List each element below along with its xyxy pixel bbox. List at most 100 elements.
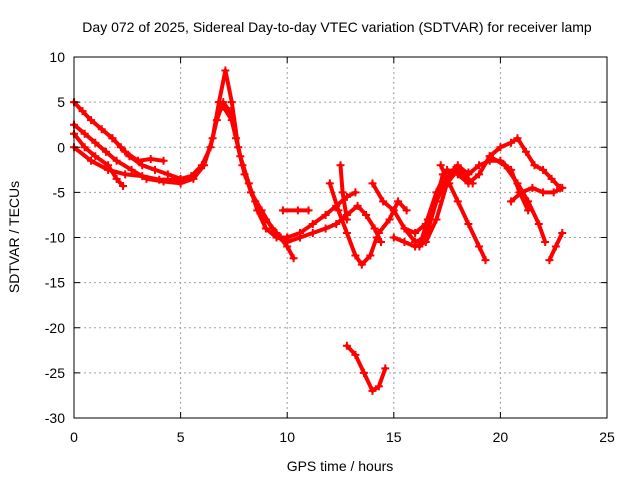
- data-point: [351, 350, 360, 359]
- data-point: [289, 254, 298, 263]
- data-point: [421, 238, 430, 247]
- y-tick-label: 5: [57, 94, 65, 110]
- data-point: [379, 197, 388, 206]
- data-point: [321, 210, 330, 219]
- data-point: [261, 224, 270, 233]
- data-point: [400, 224, 409, 233]
- data-point: [513, 179, 522, 188]
- data-point: [227, 98, 236, 107]
- data-point: [528, 183, 537, 192]
- y-tick-label: -5: [53, 184, 66, 200]
- y-tick-label: 0: [57, 139, 65, 155]
- data-point: [464, 219, 473, 228]
- data-point: [421, 219, 430, 228]
- data-point: [464, 170, 473, 179]
- data-point: [534, 219, 543, 228]
- data-point: [453, 197, 462, 206]
- data-point: [453, 170, 462, 179]
- data-point: [351, 188, 360, 197]
- data-point: [101, 147, 110, 156]
- data-point: [551, 242, 560, 251]
- data-point: [283, 238, 292, 247]
- data-point: [357, 260, 366, 269]
- data-point: [464, 179, 473, 188]
- data-point: [334, 206, 343, 215]
- data-point: [295, 233, 304, 242]
- x-tick-label: 10: [279, 429, 295, 445]
- series-trace: [487, 154, 548, 244]
- chart-title: Day 072 of 2025, Sidereal Day-to-day VTE…: [82, 19, 592, 35]
- series-track-19: [507, 183, 567, 206]
- data-point: [541, 238, 550, 247]
- data-point: [104, 165, 113, 174]
- y-tick-label: 10: [49, 49, 65, 65]
- data-point: [370, 224, 379, 233]
- data-point: [507, 197, 516, 206]
- data-point: [389, 233, 398, 242]
- series-trace: [72, 131, 125, 189]
- data-point: [475, 170, 484, 179]
- series-track-10: [325, 179, 381, 269]
- data-point: [332, 219, 341, 228]
- data-point: [385, 215, 394, 224]
- data-point: [432, 188, 441, 197]
- data-point: [80, 143, 89, 152]
- y-axis-label: SDTVAR / TECUs: [6, 181, 22, 293]
- data-point: [321, 224, 330, 233]
- data-point: [214, 98, 223, 107]
- x-axis-label: GPS time / hours: [287, 458, 394, 474]
- data-point: [221, 66, 230, 75]
- x-tick-label: 0: [70, 429, 78, 445]
- data-point: [308, 228, 317, 237]
- series-trace: [438, 163, 488, 263]
- data-point: [253, 206, 262, 215]
- y-tick-label: -10: [45, 230, 65, 246]
- data-point: [394, 197, 403, 206]
- series-trace: [344, 343, 388, 393]
- data-point: [368, 179, 377, 188]
- data-point: [119, 182, 128, 191]
- data-point: [411, 228, 420, 237]
- data-point: [138, 161, 147, 170]
- data-point: [227, 116, 236, 125]
- data-point: [381, 364, 390, 373]
- data-point: [558, 183, 567, 192]
- data-point: [481, 256, 490, 265]
- series-track-4: [108, 134, 168, 165]
- data-point: [200, 161, 209, 170]
- data-point: [236, 152, 245, 161]
- series-track-5: [70, 143, 185, 184]
- data-point: [78, 107, 87, 116]
- data-point: [402, 206, 411, 215]
- data-point: [325, 179, 334, 188]
- data-point: [91, 138, 100, 147]
- data-point: [436, 161, 445, 170]
- data-point: [374, 382, 383, 391]
- data-point: [163, 170, 172, 179]
- series-trace: [221, 104, 290, 243]
- data-point: [121, 147, 130, 156]
- data-point: [108, 134, 117, 143]
- data-point: [342, 215, 351, 224]
- data-point: [545, 256, 554, 265]
- data-point: [549, 188, 558, 197]
- data-point: [146, 154, 155, 163]
- data-point: [308, 219, 317, 228]
- y-tick-label: -15: [45, 275, 65, 291]
- data-point: [445, 179, 454, 188]
- x-tick-label: 15: [386, 429, 402, 445]
- data-point: [359, 368, 368, 377]
- data-point: [121, 170, 130, 179]
- y-tick-label: -30: [45, 410, 65, 426]
- x-tick-label: 5: [177, 429, 185, 445]
- data-point: [155, 175, 164, 184]
- data-point: [87, 156, 96, 165]
- axis-ticks: 0 5 10 15 20 25 -30 -25 -20 -15 -10 -5 0 5 10: [45, 49, 615, 445]
- series-track-21: [342, 341, 390, 395]
- data-point: [539, 188, 548, 197]
- data-point: [176, 175, 185, 184]
- data-point: [338, 188, 347, 197]
- data-point: [362, 210, 371, 219]
- series-trace: [376, 199, 409, 235]
- data-point: [475, 242, 484, 251]
